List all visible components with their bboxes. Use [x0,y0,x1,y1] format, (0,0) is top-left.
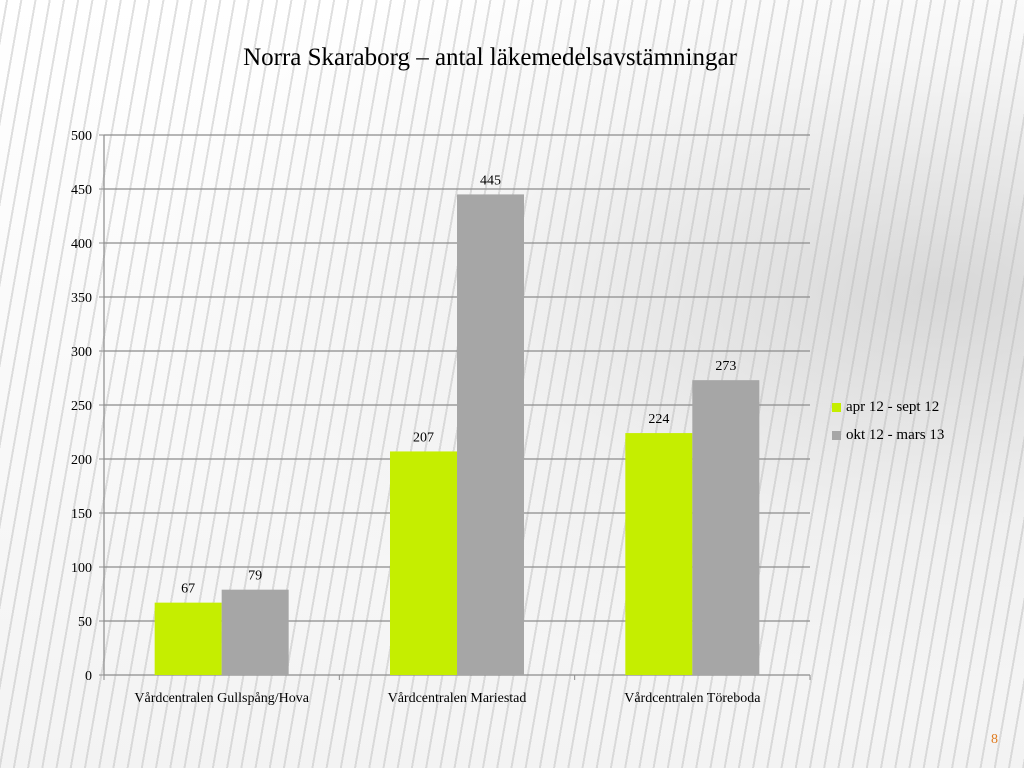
y-tick-label: 0 [85,669,92,684]
data-labels: 67 79 207 445 224 273 [181,173,736,596]
legend-swatch-series-2 [832,430,841,440]
y-tick-label: 400 [71,237,92,252]
y-tick-label: 200 [71,453,92,468]
bar [625,433,693,675]
y-tick-label: 300 [71,345,92,360]
y-tick-label: 150 [71,507,92,522]
y-tick-label: 50 [78,615,92,630]
legend-item-series-1: apr 12 - sept 12 [832,393,944,421]
axes: 0 50 100 150 200 250 300 350 400 450 500 Vårdcentra… [71,129,811,706]
x-tick-label: Vårdcentralen Töreboda [624,691,761,706]
legend-label-series-2: okt 12 - mars 13 [846,426,945,443]
y-tick-label: 250 [71,399,92,414]
data-label: 224 [648,412,669,427]
y-tick-label: 450 [71,183,92,198]
x-tick-label: Vårdcentralen Mariestad [388,691,527,706]
bar [154,602,222,675]
bar [221,589,289,675]
data-label: 79 [248,569,262,584]
legend-swatch-series-1 [832,402,841,412]
legend-label-series-1: apr 12 - sept 12 [846,398,940,415]
data-label: 207 [413,430,434,445]
legend: apr 12 - sept 12 okt 12 - mars 13 [832,393,944,449]
data-label: 67 [181,582,195,597]
y-tick-label: 350 [71,291,92,306]
y-tick-label: 100 [71,561,92,576]
x-tick-label: Vårdcentralen Gullspång/Hova [134,691,309,706]
bar [692,380,760,675]
bar [390,451,457,675]
chart-title: Norra Skaraborg – antal läkemedelsavstäm… [243,44,737,71]
legend-item-series-2: okt 12 - mars 13 [832,421,944,449]
y-tick-label: 500 [71,129,92,144]
bars [154,194,760,675]
page-number: 8 [991,732,998,747]
data-label: 445 [480,173,501,188]
bar [457,194,524,675]
data-label: 273 [715,359,736,374]
